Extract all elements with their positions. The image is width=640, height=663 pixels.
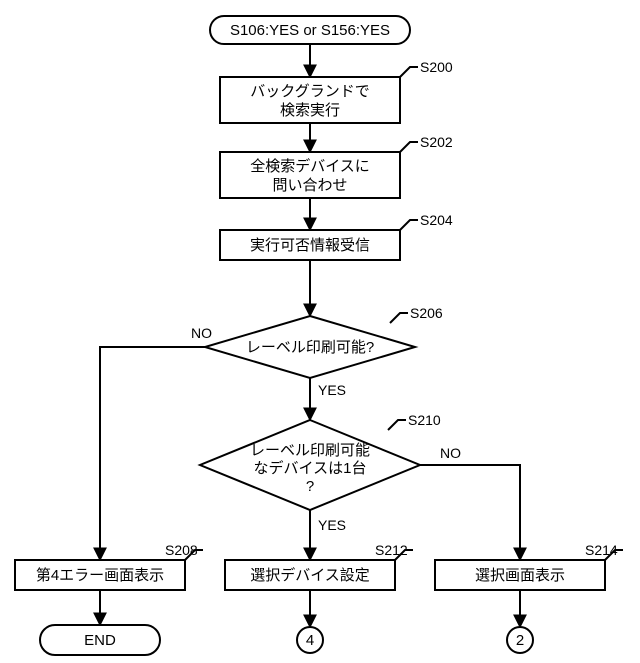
node-s206: レーベル印刷可能? S206 (205, 305, 443, 378)
s204-tag: S204 (420, 212, 453, 228)
s210-line2: なデバイスは1台 (254, 459, 367, 477)
s210-tag: S210 (408, 412, 441, 428)
s200-tag: S200 (420, 59, 453, 75)
s208-tag: S208 (165, 542, 198, 558)
s200-line1: バックグランドで (250, 83, 369, 100)
s204-line1: 実行可否情報受信 (250, 237, 370, 254)
edge-s206-no (100, 347, 205, 560)
edge-s210-no (420, 465, 520, 560)
s214-text: 選択画面表示 (475, 567, 565, 584)
s200-line2: 検索実行 (280, 102, 340, 119)
s206-yes-label: YES (318, 382, 346, 398)
s214-tag: S214 (585, 542, 618, 558)
s212-tag: S212 (375, 542, 408, 558)
node-s200: バックグランドで 検索実行 S200 (220, 59, 453, 123)
s202-tag: S202 (420, 134, 453, 150)
node-conn4: 4 (297, 627, 323, 653)
s210-line1: レーベル印刷可能 (250, 442, 370, 459)
s202-line2: 問い合わせ (272, 177, 347, 194)
node-s208: 第4エラー画面表示 S208 (15, 542, 203, 590)
s206-tag: S206 (410, 305, 443, 321)
conn2-text: 2 (516, 632, 524, 649)
flowchart: S106:YES or S156:YES バックグランドで 検索実行 S200 … (0, 0, 640, 663)
node-s204: 実行可否情報受信 S204 (220, 212, 453, 260)
s202-line1: 全検索デバイスに (250, 157, 370, 175)
s206-text: レーベル印刷可能? (246, 339, 374, 356)
node-s202: 全検索デバイスに 問い合わせ S202 (220, 134, 453, 198)
node-start: S106:YES or S156:YES (210, 16, 410, 44)
conn4-text: 4 (306, 632, 314, 649)
s210-yes-label: YES (318, 517, 346, 533)
s212-text: 選択デバイス設定 (250, 566, 370, 584)
node-s210: レーベル印刷可能 なデバイスは1台 ? S210 (200, 412, 441, 510)
end-text: END (84, 632, 116, 649)
s208-text: 第4エラー画面表示 (36, 566, 164, 584)
node-s214: 選択画面表示 S214 (435, 542, 623, 590)
s210-no-label: NO (440, 445, 461, 461)
start-text: S106:YES or S156:YES (230, 22, 390, 39)
node-s212: 選択デバイス設定 S212 (225, 542, 413, 590)
node-end: END (40, 625, 160, 655)
s206-no-label: NO (191, 325, 212, 341)
s210-line3: ? (306, 478, 314, 495)
node-conn2: 2 (507, 627, 533, 653)
